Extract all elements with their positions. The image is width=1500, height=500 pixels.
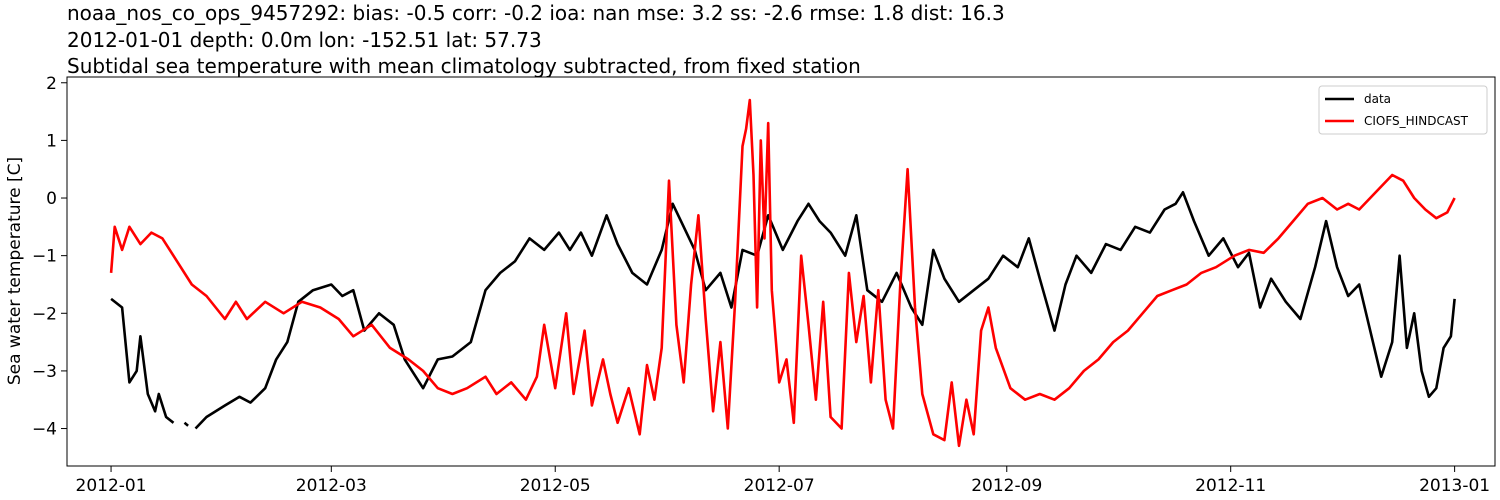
y-tick-label: −4	[32, 420, 57, 440]
x-tick-label: 2012-09	[971, 476, 1042, 496]
x-tick-label: 2012-07	[744, 476, 815, 496]
chart-title-line-3: Subtidal sea temperature with mean clima…	[67, 54, 861, 78]
y-tick-label: −3	[32, 362, 57, 382]
y-tick-label: −2	[32, 304, 57, 324]
legend-label-ciofs-hindcast: CIOFS_HINDCAST	[1364, 114, 1469, 128]
x-tick-label: 2012-03	[296, 476, 367, 496]
x-tick-label: 2013-01	[1419, 476, 1490, 496]
legend-box	[1318, 85, 1488, 135]
chart-title-line-1: noaa_nos_co_ops_9457292: bias: -0.5 corr…	[67, 1, 1005, 25]
x-axis: 2012-01 2012-03 2012-05 2012-07 2012-09 2012-…	[76, 466, 1490, 496]
x-tick-label: 2012-05	[520, 476, 591, 496]
x-tick-label: 2012-01	[76, 476, 147, 496]
y-axis: −4 −3 −2 −1 0 1 2	[32, 74, 67, 440]
y-tick-label: 2	[46, 74, 57, 94]
plot-frame	[66, 76, 1496, 467]
legend: data CIOFS_HINDCAST	[1318, 85, 1488, 135]
chart-title-line-2: 2012-01-01 depth: 0.0m lon: -152.51 lat:…	[67, 28, 542, 52]
y-tick-label: −1	[32, 247, 57, 267]
y-tick-label: 1	[46, 131, 57, 151]
series-line-ciofs-hindcast-segment-0	[109, 98, 1456, 448]
series-line-data-segment-1	[183, 421, 189, 427]
y-tick-label: 0	[46, 189, 57, 209]
x-tick-label: 2012-11	[1195, 476, 1266, 496]
series-line-data-segment-2	[194, 191, 1456, 430]
plot-lines	[109, 98, 1456, 448]
y-axis-label: Sea water temperature [C]	[5, 157, 25, 385]
series-line-data-segment-0	[110, 297, 175, 424]
legend-label-data: data	[1364, 92, 1391, 106]
